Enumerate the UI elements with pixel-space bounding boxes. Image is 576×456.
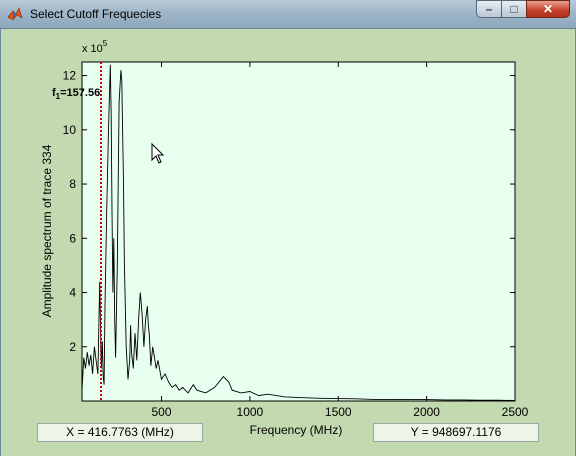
window-controls: – □ ✕ xyxy=(476,0,570,19)
close-icon: ✕ xyxy=(542,2,554,16)
x-ticks: 500 1000 1500 2000 2500 xyxy=(152,62,529,419)
maximize-icon: □ xyxy=(510,2,518,16)
plot-area[interactable] xyxy=(81,61,516,402)
cutoff-label-f: f xyxy=(52,87,56,99)
window-title: Select Cutoff Frequecies xyxy=(30,7,162,21)
y-tick-label: 4 xyxy=(69,286,76,300)
mouse-cursor-icon xyxy=(151,142,165,164)
x-tick-label: 2000 xyxy=(413,405,440,419)
y-exponent-label: x 105 xyxy=(82,39,108,55)
matlab-icon xyxy=(7,7,23,21)
y-tick-label: 10 xyxy=(63,123,77,137)
x-axis-label: Frequency (MHz) xyxy=(250,423,343,437)
x-tick-label: 2500 xyxy=(502,405,529,419)
y-exponent-base: x 10 xyxy=(82,43,103,55)
x-tick-label: 1000 xyxy=(237,405,264,419)
y-axis-label: Amplitude spectrum of trace 334 xyxy=(40,144,54,317)
minimize-button[interactable]: – xyxy=(476,0,502,18)
x-coordinate-readout: X = 416.7763 (MHz) xyxy=(37,423,203,442)
y-ticks: 2 4 6 8 10 12 xyxy=(63,69,515,354)
y-tick-label: 2 xyxy=(69,340,76,354)
title-bar[interactable]: Select Cutoff Frequecies – □ ✕ xyxy=(0,0,576,29)
cutoff-label: f1=157.56 xyxy=(52,87,100,101)
x-tick-label: 500 xyxy=(152,405,172,419)
y-tick-label: 6 xyxy=(69,231,76,245)
cutoff-label-sub: 1 xyxy=(56,92,61,101)
y-exponent-power: 5 xyxy=(103,39,108,48)
y-tick-label: 12 xyxy=(63,69,77,83)
cutoff-label-value: =157.56 xyxy=(60,87,100,99)
minimize-icon: – xyxy=(485,2,493,16)
y-coordinate-readout: Y = 948697.1176 xyxy=(373,423,539,442)
y-tick-label: 8 xyxy=(69,177,76,191)
close-button[interactable]: ✕ xyxy=(526,0,570,18)
x-tick-label: 1500 xyxy=(325,405,352,419)
spectrum-line xyxy=(81,64,516,401)
